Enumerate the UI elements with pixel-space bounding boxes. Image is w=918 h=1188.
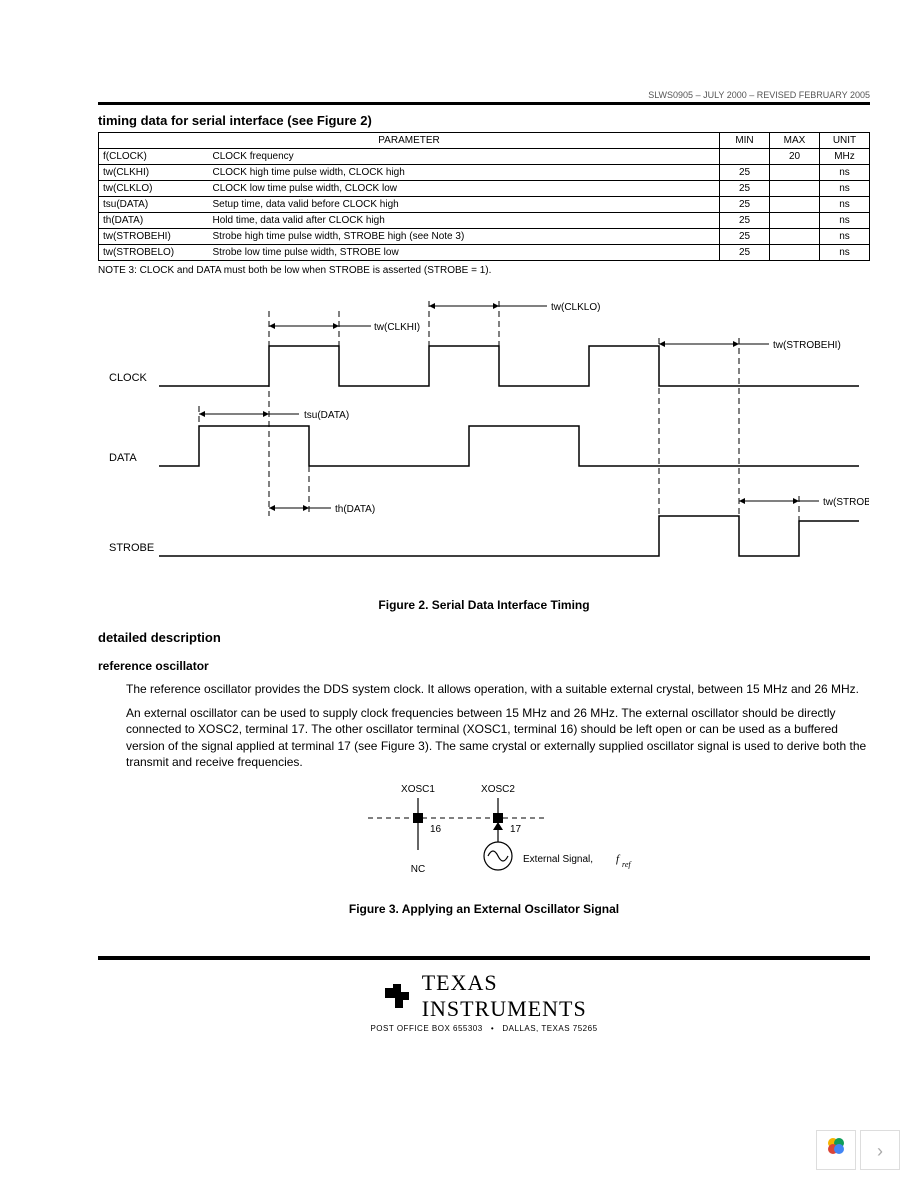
cell-sym: tw(CLKLO) (99, 181, 209, 197)
cell-param: CLOCK low time pulse width, CLOCK low (209, 181, 720, 197)
ti-texas: TEXAS (422, 970, 498, 995)
cell-min: 25 (720, 229, 770, 245)
cell-unit: ns (820, 245, 870, 261)
flower-icon[interactable] (816, 1130, 856, 1170)
lbl-fref-f: f (616, 853, 621, 865)
cell-unit: ns (820, 165, 870, 181)
lbl-pin16: 16 (430, 824, 442, 835)
viewer-controls: › (816, 1130, 900, 1170)
figure-2-svg: CLOCK DATA STROBE tw(CLKHI) tw(CLKLO) ts… (99, 286, 869, 586)
cell-unit: ns (820, 197, 870, 213)
label-strobe: STROBE (109, 542, 154, 554)
cell-max (770, 229, 820, 245)
cell-min (720, 149, 770, 165)
cell-sym: tw(STROBELO) (99, 245, 209, 261)
cell-param: Strobe low time pulse width, STROBE low (209, 245, 720, 261)
ti-logo: TEXAS INSTRUMENTS POST OFFICE BOX 655303… (98, 970, 870, 1033)
timing-heading: timing data for serial interface (see Fi… (98, 113, 870, 128)
cell-sym: tw(STROBEHI) (99, 229, 209, 245)
lbl-strlo: tw(STROBELO) (823, 497, 869, 508)
lbl-xosc1: XOSC1 (401, 784, 435, 795)
cell-min: 25 (720, 197, 770, 213)
table-row: th(DATA)Hold time, data valid after CLOC… (99, 213, 870, 229)
para-2: An external oscillator can be used to su… (126, 705, 870, 770)
label-clock: CLOCK (109, 372, 148, 384)
figure-2-caption: Figure 2. Serial Data Interface Timing (98, 598, 870, 612)
cell-unit: ns (820, 213, 870, 229)
cell-unit: ns (820, 229, 870, 245)
doc-id: SLWS0905 – JULY 2000 – REVISED FEBRUARY … (98, 90, 870, 100)
addr-right: DALLAS, TEXAS 75265 (502, 1024, 597, 1033)
arrow-17 (493, 822, 503, 830)
lbl-clkhi: tw(CLKHI) (374, 322, 420, 333)
table-row: tw(STROBEHI)Strobe high time pulse width… (99, 229, 870, 245)
cell-min: 25 (720, 181, 770, 197)
col-parameter: PARAMETER (99, 133, 720, 149)
lbl-th: th(DATA) (335, 504, 375, 515)
col-unit: UNIT (820, 133, 870, 149)
clock-wave (159, 346, 859, 386)
cell-sym: tsu(DATA) (99, 197, 209, 213)
table-row: tw(CLKLO)CLOCK low time pulse width, CLO… (99, 181, 870, 197)
cell-sym: f(CLOCK) (99, 149, 209, 165)
note-3: NOTE 3: CLOCK and DATA must both be low … (98, 265, 870, 276)
lbl-nc: NC (411, 864, 425, 875)
cell-max (770, 165, 820, 181)
table-row: tw(CLKHI)CLOCK high time pulse width, CL… (99, 165, 870, 181)
sine-icon (488, 851, 508, 861)
cell-unit: ns (820, 181, 870, 197)
pin-16-box (413, 813, 423, 823)
cell-min: 25 (720, 165, 770, 181)
cell-max (770, 197, 820, 213)
next-page-icon[interactable]: › (860, 1130, 900, 1170)
cell-max: 20 (770, 149, 820, 165)
cell-min: 25 (720, 213, 770, 229)
bottom-rule (98, 956, 870, 960)
lbl-fref-sub: ref (622, 860, 632, 869)
table-row: tw(STROBELO)Strobe low time pulse width,… (99, 245, 870, 261)
lbl-tsu: tsu(DATA) (304, 410, 349, 421)
col-max: MAX (770, 133, 820, 149)
lbl-ext-signal: External Signal, (523, 854, 593, 865)
data-wave (159, 426, 859, 466)
ref-osc-heading: reference oscillator (98, 659, 870, 673)
ti-logo-icon (381, 978, 417, 1014)
cell-max (770, 213, 820, 229)
lbl-strhi: tw(STROBEHI) (773, 340, 841, 351)
cell-param: Hold time, data valid after CLOCK high (209, 213, 720, 229)
strobe-wave (159, 516, 859, 556)
col-min: MIN (720, 133, 770, 149)
lbl-xosc2: XOSC2 (481, 784, 515, 795)
cell-param: Strobe high time pulse width, STROBE hig… (209, 229, 720, 245)
timing-table: PARAMETER MIN MAX UNIT f(CLOCK)CLOCK fre… (98, 132, 870, 261)
ti-instruments: INSTRUMENTS (422, 996, 587, 1021)
cell-sym: tw(CLKHI) (99, 165, 209, 181)
cell-unit: MHz (820, 149, 870, 165)
table-row: tsu(DATA)Setup time, data valid before C… (99, 197, 870, 213)
cell-sym: th(DATA) (99, 213, 209, 229)
cell-param: Setup time, data valid before CLOCK high (209, 197, 720, 213)
figure-3-svg: XOSC1 XOSC2 16 17 NC External Signal, f … (358, 780, 758, 890)
para-1: The reference oscillator provides the DD… (126, 681, 870, 697)
addr-left: POST OFFICE BOX 655303 (370, 1024, 482, 1033)
pin-17-box (493, 813, 503, 823)
cell-param: CLOCK high time pulse width, CLOCK high (209, 165, 720, 181)
ti-address: POST OFFICE BOX 655303 • DALLAS, TEXAS 7… (98, 1024, 870, 1033)
top-rule (98, 102, 870, 105)
figure-3-caption: Figure 3. Applying an External Oscillato… (98, 902, 870, 916)
table-header-row: PARAMETER MIN MAX UNIT (99, 133, 870, 149)
cell-min: 25 (720, 245, 770, 261)
detailed-description-heading: detailed description (98, 630, 870, 645)
lbl-clklo: tw(CLKLO) (551, 302, 600, 313)
table-row: f(CLOCK)CLOCK frequency 20MHz (99, 149, 870, 165)
label-data: DATA (109, 452, 137, 464)
cell-param: CLOCK frequency (209, 149, 720, 165)
cell-max (770, 181, 820, 197)
lbl-pin17: 17 (510, 824, 522, 835)
cell-max (770, 245, 820, 261)
